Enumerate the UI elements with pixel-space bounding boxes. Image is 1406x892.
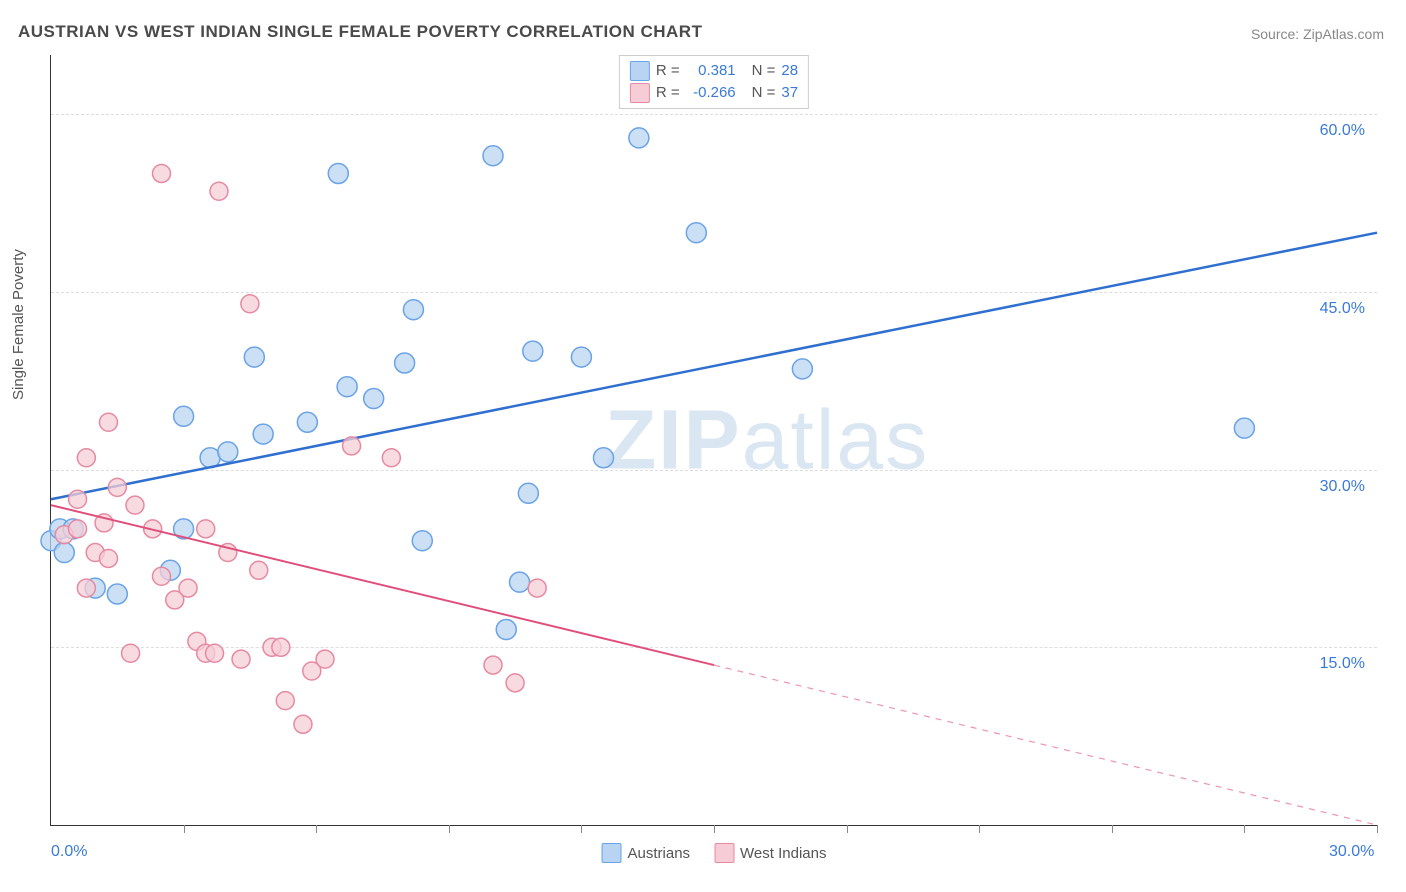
legend-bottom: Austrians West Indians — [602, 843, 827, 863]
data-point — [250, 561, 268, 579]
data-point — [316, 650, 334, 668]
data-point — [571, 347, 591, 367]
legend-item-westindians: West Indians — [714, 843, 826, 863]
data-point — [528, 579, 546, 597]
x-tick — [449, 825, 450, 833]
data-point — [510, 572, 530, 592]
swatch-pink-icon — [714, 843, 734, 863]
x-tick — [1377, 825, 1378, 833]
data-point — [272, 638, 290, 656]
data-point — [77, 579, 95, 597]
swatch-blue-icon — [602, 843, 622, 863]
data-point — [153, 164, 171, 182]
data-point — [244, 347, 264, 367]
data-point — [153, 567, 171, 585]
source-label: Source: ZipAtlas.com — [1251, 26, 1384, 42]
data-point — [69, 520, 87, 538]
data-point — [108, 478, 126, 496]
data-point — [69, 490, 87, 508]
data-point — [328, 163, 348, 183]
data-point — [297, 412, 317, 432]
legend-item-austrians: Austrians — [602, 843, 691, 863]
data-point — [364, 389, 384, 409]
data-point — [210, 182, 228, 200]
legend-label: West Indians — [740, 845, 826, 862]
x-tick — [184, 825, 185, 833]
data-point — [382, 449, 400, 467]
data-point — [686, 223, 706, 243]
data-point — [77, 449, 95, 467]
data-point — [206, 644, 224, 662]
data-point — [337, 377, 357, 397]
x-tick — [1112, 825, 1113, 833]
data-point — [483, 146, 503, 166]
x-axis-label: 30.0% — [1329, 843, 1374, 861]
data-point — [232, 650, 250, 668]
data-point — [294, 715, 312, 733]
x-tick — [979, 825, 980, 833]
data-point — [506, 674, 524, 692]
data-point — [107, 584, 127, 604]
data-point — [412, 531, 432, 551]
trendline — [51, 505, 714, 665]
x-tick — [316, 825, 317, 833]
data-point — [126, 496, 144, 514]
data-point — [403, 300, 423, 320]
data-point — [484, 656, 502, 674]
x-tick — [847, 825, 848, 833]
x-tick — [581, 825, 582, 833]
data-point — [174, 406, 194, 426]
chart-title: AUSTRIAN VS WEST INDIAN SINGLE FEMALE PO… — [18, 22, 702, 42]
data-point — [343, 437, 361, 455]
scatter-plot: ZIPatlas R = 0.381 N = 28 R = -0.266 N =… — [50, 55, 1377, 826]
y-axis-label: Single Female Poverty — [10, 249, 27, 400]
data-point — [218, 442, 238, 462]
data-point — [518, 483, 538, 503]
trendline-dashed — [714, 665, 1377, 825]
legend-label: Austrians — [628, 845, 691, 862]
data-point — [179, 579, 197, 597]
data-point — [1234, 418, 1254, 438]
data-point — [629, 128, 649, 148]
data-point — [792, 359, 812, 379]
data-point — [253, 424, 273, 444]
data-point — [395, 353, 415, 373]
chart-svg — [51, 55, 1377, 825]
x-tick — [714, 825, 715, 833]
data-point — [197, 520, 215, 538]
x-axis-label: 0.0% — [51, 843, 87, 861]
x-tick — [1244, 825, 1245, 833]
data-point — [241, 295, 259, 313]
data-point — [523, 341, 543, 361]
data-point — [276, 692, 294, 710]
data-point — [594, 448, 614, 468]
data-point — [54, 543, 74, 563]
data-point — [122, 644, 140, 662]
data-point — [99, 413, 117, 431]
data-point — [496, 620, 516, 640]
data-point — [99, 549, 117, 567]
